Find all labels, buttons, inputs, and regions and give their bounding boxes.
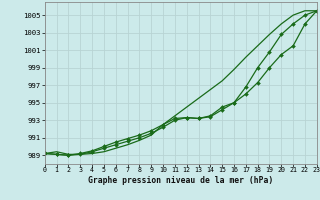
X-axis label: Graphe pression niveau de la mer (hPa): Graphe pression niveau de la mer (hPa) [88, 176, 273, 185]
